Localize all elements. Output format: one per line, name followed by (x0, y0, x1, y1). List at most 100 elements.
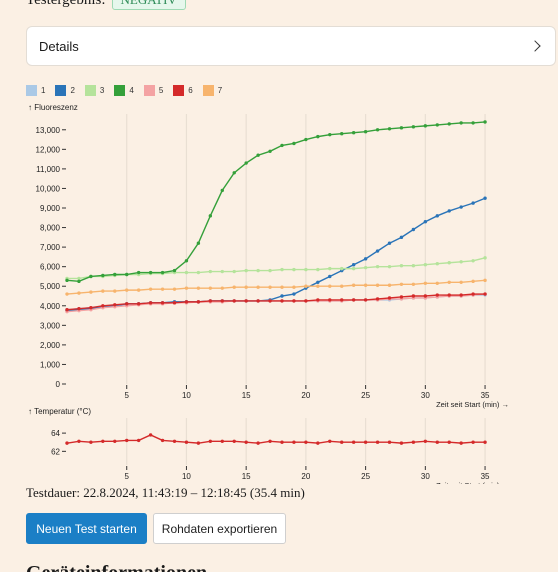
data-point (304, 284, 308, 288)
data-point (340, 298, 344, 302)
x-tick-label: 35 (481, 472, 490, 481)
data-point (351, 266, 356, 271)
test-duration: Testdauer: 22.8.2024, 11:43:19 – 12:18:4… (26, 485, 305, 500)
data-point (328, 439, 332, 444)
data-point (363, 298, 368, 302)
data-point (125, 302, 129, 306)
data-point (471, 259, 475, 263)
data-point (411, 440, 416, 444)
data-point (280, 294, 284, 298)
data-point (196, 286, 201, 290)
data-point (483, 278, 487, 283)
data-point (399, 295, 404, 299)
y-tick-label: 10,000 (36, 184, 61, 193)
data-point (113, 303, 117, 307)
data-point (483, 120, 487, 124)
details-accordion[interactable]: Details (26, 26, 556, 66)
data-point (220, 439, 224, 444)
y-tick-label: 8,000 (40, 224, 61, 233)
data-point (387, 127, 392, 131)
data-point (459, 205, 463, 209)
data-point (232, 285, 236, 289)
data-point (375, 297, 380, 301)
data-point (304, 137, 308, 142)
start-new-test-button[interactable]: Neuen Test starten (26, 513, 147, 544)
data-point (316, 280, 320, 285)
y-tick-label: 0 (56, 380, 61, 389)
data-point (280, 143, 284, 148)
data-point (304, 267, 308, 272)
data-point (328, 298, 332, 302)
data-point (136, 302, 141, 306)
export-raw-data-button[interactable]: Rohdaten exportieren (153, 513, 286, 544)
data-point (89, 290, 93, 294)
data-point (447, 209, 451, 213)
y-axis-label: ↑ Fluoreszenz (28, 103, 78, 112)
data-point (292, 440, 296, 444)
data-point (447, 293, 451, 297)
data-point (136, 288, 141, 292)
data-point (172, 439, 177, 444)
data-point (375, 128, 380, 132)
data-point (411, 125, 416, 129)
data-point (292, 299, 296, 303)
y-tick-label: 7,000 (40, 243, 61, 252)
data-point (256, 299, 260, 303)
data-point (351, 131, 356, 135)
x-axis-label: Zeit seit Start (min) → (436, 481, 509, 484)
data-point (363, 257, 368, 261)
data-point (101, 304, 105, 308)
data-point (208, 269, 213, 274)
y-axis-label: ↑ Temperatur (°C) (28, 407, 91, 416)
data-point (316, 441, 320, 445)
legend-label: 3 (99, 86, 105, 95)
data-point (65, 278, 69, 283)
data-point (292, 285, 296, 289)
data-point (471, 279, 475, 284)
data-point (172, 287, 177, 291)
chevron-right-icon (529, 40, 541, 52)
data-point (328, 274, 332, 279)
data-point (77, 276, 81, 281)
data-point (316, 298, 320, 302)
data-point (483, 256, 487, 260)
data-point (77, 307, 81, 311)
y-tick-label: 13,000 (36, 126, 61, 135)
data-point (399, 263, 404, 268)
data-point (340, 440, 344, 444)
data-point (125, 438, 129, 443)
data-point (447, 440, 451, 444)
legend-label: 5 (158, 86, 164, 95)
data-point (471, 121, 475, 125)
x-tick-label: 5 (124, 391, 129, 400)
legend-item-1: 1 (26, 85, 45, 96)
data-point (208, 439, 213, 444)
legend-label: 4 (129, 86, 134, 95)
data-point (268, 299, 272, 303)
chart-legend: 1 2 3 4 5 6 7 (26, 85, 222, 96)
x-tick-label: 10 (182, 391, 191, 400)
data-point (113, 439, 117, 444)
x-tick-label: 25 (361, 472, 370, 481)
y-tick-label: 2,000 (40, 341, 61, 350)
series-line-6 (66, 293, 486, 311)
data-point (399, 441, 404, 445)
data-point (399, 126, 404, 130)
test-result-label: Testergebnis: (26, 0, 106, 9)
data-point (220, 299, 224, 303)
data-point (435, 293, 439, 297)
x-axis-label: Zeit seit Start (min) → (436, 400, 509, 409)
y-tick-label: 9,000 (40, 204, 61, 213)
data-point (340, 266, 344, 271)
data-point (77, 279, 81, 284)
data-point (172, 301, 177, 305)
legend-item-4: 4 (114, 85, 134, 96)
data-point (280, 440, 284, 444)
y-tick-label: 4,000 (40, 302, 61, 311)
data-point (435, 281, 439, 285)
legend-item-3: 3 (84, 85, 105, 96)
test-result-row: Testergebnis: NEGATIV (26, 0, 186, 10)
legend-item-7: 7 (202, 85, 222, 96)
data-point (256, 285, 260, 289)
